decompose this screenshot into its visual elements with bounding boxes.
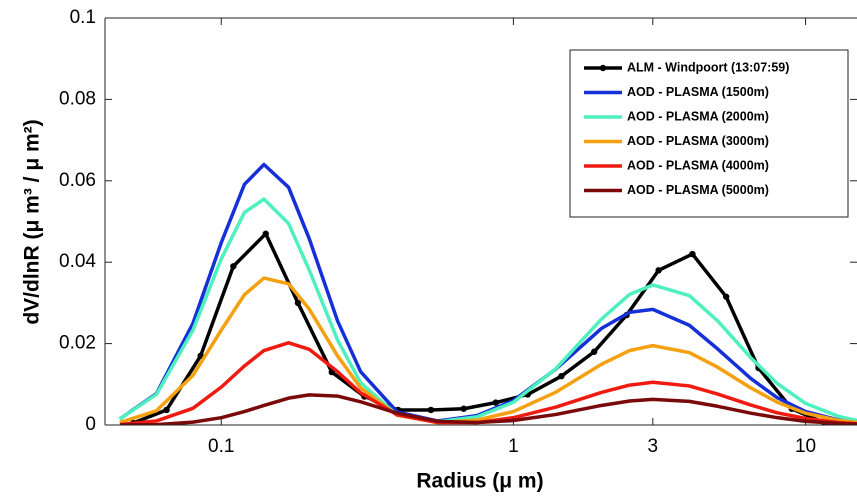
y-tick-label: 0.02 [59, 333, 96, 354]
legend-label: AOD - PLASMA (2000m) [627, 109, 769, 123]
legend-marker [599, 64, 607, 72]
series-marker [163, 406, 170, 414]
series-marker [262, 230, 269, 237]
series-line [119, 276, 857, 425]
y-tick-label: 0.08 [59, 88, 96, 109]
plot-area [118, 162, 857, 425]
legend: ALM - Windpoort (13:07:59) AOD - PLASMA (… [569, 49, 849, 218]
y-tick-label: 0 [85, 414, 96, 435]
series-marker [492, 399, 499, 406]
series-marker [294, 299, 302, 307]
series-marker [722, 293, 730, 300]
x-tick-label: 3 [648, 436, 659, 457]
x-tick-label: 0.1 [208, 436, 234, 457]
series-marker [689, 250, 696, 258]
series-line [132, 231, 826, 425]
x-tick-label: 10 [795, 436, 816, 457]
legend-label: AOD - PLASMA (1500m) [627, 85, 769, 99]
legend-label: ALM - Windpoort (13:07:59) [627, 60, 789, 74]
y-tick-label: 0.04 [59, 251, 96, 272]
y-tick-label: 0.06 [59, 170, 96, 191]
series-marker [460, 405, 467, 412]
series-marker [230, 263, 237, 270]
legend-label: AOD - PLASMA (5000m) [627, 183, 769, 197]
series-marker [655, 267, 662, 274]
y-tick-label: 0.1 [70, 7, 96, 28]
legend-label: AOD - PLASMA (3000m) [627, 134, 769, 148]
x-tick-label: 1 [508, 436, 519, 457]
legend-label: AOD - PLASMA (4000m) [627, 158, 769, 172]
series-line [119, 393, 857, 425]
axes: 0 0.02 0.04 0.06 0.08 0.1 0.1 1 3 10 [59, 7, 857, 457]
series-marker [427, 406, 435, 414]
series-line [118, 197, 857, 424]
series-marker [590, 348, 598, 355]
y-axis-label: dV/dlnR (μ m³ / μ m²) [21, 119, 44, 324]
series-marker [558, 372, 565, 380]
x-axis-label: Radius (μ m) [416, 470, 543, 493]
